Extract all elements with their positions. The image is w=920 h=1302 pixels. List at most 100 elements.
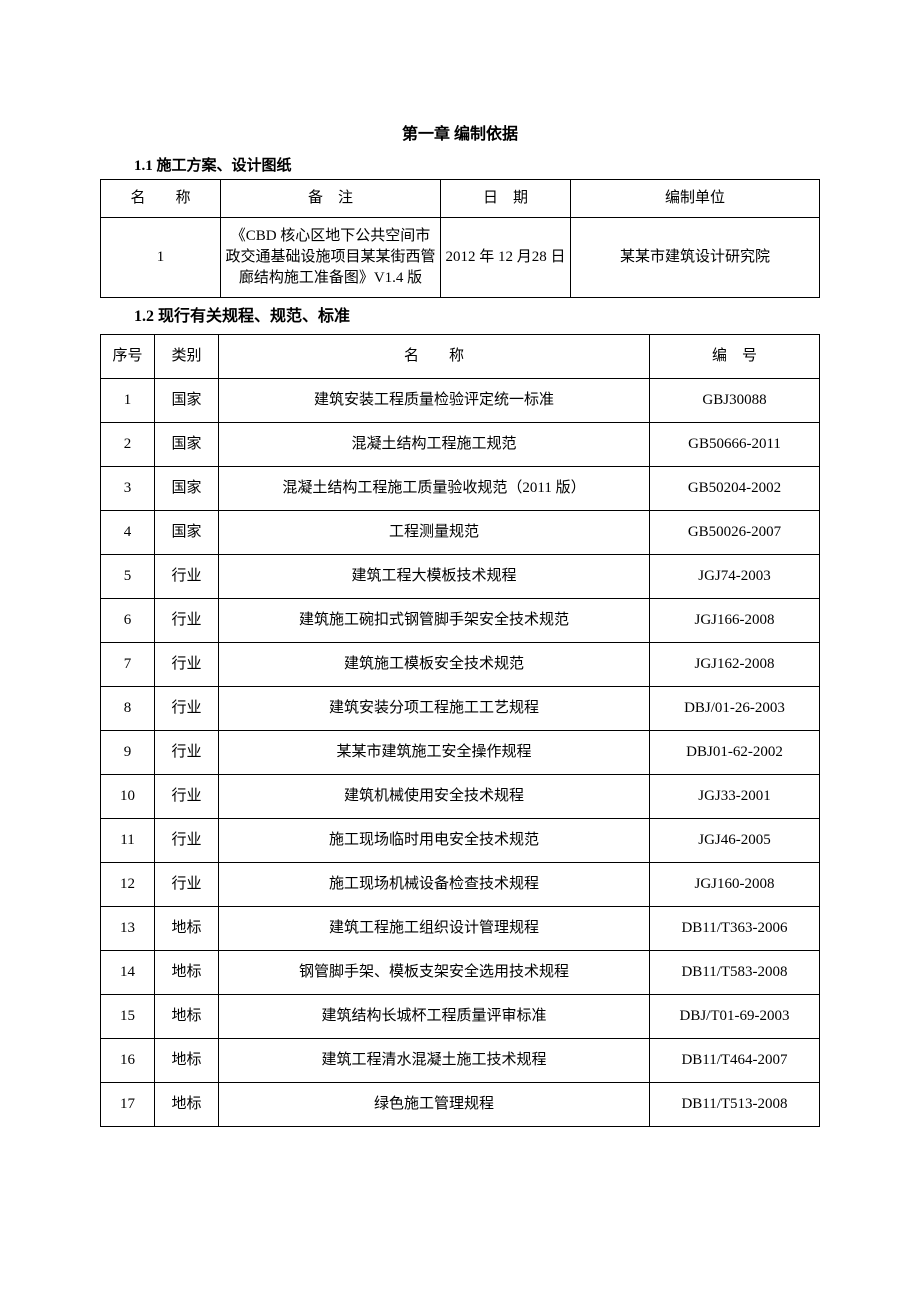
cell-name: 建筑安装分项工程施工工艺规程: [219, 687, 650, 731]
cell-name: 建筑施工碗扣式钢管脚手架安全技术规范: [219, 599, 650, 643]
table-design-drawings: 名 称 备 注 日 期 编制单位 1 《CBD 核心区地下公共空间市政交通基础设…: [100, 179, 820, 298]
chapter-title: 第一章 编制依据: [100, 120, 820, 144]
section-1-2-heading: 1.2 现行有关规程、规范、标准: [134, 302, 820, 326]
cell-cat: 地标: [155, 907, 219, 951]
cell-code: JGJ162-2008: [650, 643, 820, 687]
cell-name: 建筑安装工程质量检验评定统一标准: [219, 379, 650, 423]
cell-name: 施工现场临时用电安全技术规范: [219, 819, 650, 863]
cell-cat: 行业: [155, 687, 219, 731]
cell-date: 2012 年 12 月28 日: [441, 218, 571, 298]
cell-seq: 13: [101, 907, 155, 951]
cell-code: DBJ/01-26-2003: [650, 687, 820, 731]
section-1-1-heading: 1.1 施工方案、设计图纸: [134, 154, 820, 175]
cell-name: 某某市建筑施工安全操作规程: [219, 731, 650, 775]
cell-code: DBJ01-62-2002: [650, 731, 820, 775]
cell-name: 建筑工程清水混凝土施工技术规程: [219, 1039, 650, 1083]
cell-name: 建筑机械使用安全技术规程: [219, 775, 650, 819]
cell-cat: 地标: [155, 951, 219, 995]
cell-name: 工程测量规范: [219, 511, 650, 555]
cell-name: 混凝土结构工程施工质量验收规范（2011 版）: [219, 467, 650, 511]
th-cat: 类别: [155, 335, 219, 379]
cell-seq: 2: [101, 423, 155, 467]
th-unit: 编制单位: [571, 180, 820, 218]
table-row: 1 《CBD 核心区地下公共空间市政交通基础设施项目某某街西管廊结构施工准备图》…: [101, 218, 820, 298]
table-row: 17地标绿色施工管理规程DB11/T513-2008: [101, 1083, 820, 1127]
cell-code: JGJ33-2001: [650, 775, 820, 819]
table-row: 7行业建筑施工模板安全技术规范JGJ162-2008: [101, 643, 820, 687]
th-date: 日 期: [441, 180, 571, 218]
cell-code: DB11/T363-2006: [650, 907, 820, 951]
cell-seq: 9: [101, 731, 155, 775]
cell-remark: 《CBD 核心区地下公共空间市政交通基础设施项目某某街西管廊结构施工准备图》V1…: [221, 218, 441, 298]
cell-seq: 8: [101, 687, 155, 731]
cell-seq: 5: [101, 555, 155, 599]
cell-cat: 国家: [155, 467, 219, 511]
cell-seq: 16: [101, 1039, 155, 1083]
cell-code: DB11/T583-2008: [650, 951, 820, 995]
table-row: 8行业建筑安装分项工程施工工艺规程DBJ/01-26-2003: [101, 687, 820, 731]
cell-cat: 地标: [155, 995, 219, 1039]
cell-code: DB11/T464-2007: [650, 1039, 820, 1083]
table-row: 4国家工程测量规范GB50026-2007: [101, 511, 820, 555]
table-header-row: 名 称 备 注 日 期 编制单位: [101, 180, 820, 218]
cell-code: DBJ/T01-69-2003: [650, 995, 820, 1039]
table-row: 5行业建筑工程大模板技术规程JGJ74-2003: [101, 555, 820, 599]
cell-cat: 行业: [155, 775, 219, 819]
cell-cat: 行业: [155, 819, 219, 863]
table-standards: 序号 类别 名 称 编 号 1国家建筑安装工程质量检验评定统一标准GBJ3008…: [100, 334, 820, 1127]
cell-code: GB50204-2002: [650, 467, 820, 511]
cell-code: JGJ166-2008: [650, 599, 820, 643]
cell-name: 建筑工程大模板技术规程: [219, 555, 650, 599]
cell-seq: 15: [101, 995, 155, 1039]
cell-cat: 国家: [155, 423, 219, 467]
cell-seq: 1: [101, 379, 155, 423]
cell-code: DB11/T513-2008: [650, 1083, 820, 1127]
cell-name: 1: [101, 218, 221, 298]
cell-cat: 行业: [155, 599, 219, 643]
table-row: 13地标建筑工程施工组织设计管理规程DB11/T363-2006: [101, 907, 820, 951]
table-row: 14地标钢管脚手架、模板支架安全选用技术规程DB11/T583-2008: [101, 951, 820, 995]
th-seq: 序号: [101, 335, 155, 379]
table-header-row: 序号 类别 名 称 编 号: [101, 335, 820, 379]
th-name: 名 称: [219, 335, 650, 379]
cell-cat: 行业: [155, 555, 219, 599]
cell-code: JGJ160-2008: [650, 863, 820, 907]
cell-name: 建筑结构长城杯工程质量评审标准: [219, 995, 650, 1039]
cell-cat: 地标: [155, 1083, 219, 1127]
cell-code: GB50026-2007: [650, 511, 820, 555]
cell-cat: 地标: [155, 1039, 219, 1083]
cell-seq: 4: [101, 511, 155, 555]
table-row: 3国家混凝土结构工程施工质量验收规范（2011 版）GB50204-2002: [101, 467, 820, 511]
cell-seq: 3: [101, 467, 155, 511]
cell-seq: 10: [101, 775, 155, 819]
table-row: 6行业建筑施工碗扣式钢管脚手架安全技术规范JGJ166-2008: [101, 599, 820, 643]
cell-cat: 国家: [155, 511, 219, 555]
cell-name: 施工现场机械设备检查技术规程: [219, 863, 650, 907]
th-code: 编 号: [650, 335, 820, 379]
table-row: 12行业施工现场机械设备检查技术规程JGJ160-2008: [101, 863, 820, 907]
table-row: 1国家建筑安装工程质量检验评定统一标准GBJ30088: [101, 379, 820, 423]
cell-code: GB50666-2011: [650, 423, 820, 467]
cell-name: 建筑工程施工组织设计管理规程: [219, 907, 650, 951]
cell-name: 建筑施工模板安全技术规范: [219, 643, 650, 687]
table-row: 9行业某某市建筑施工安全操作规程DBJ01-62-2002: [101, 731, 820, 775]
cell-cat: 行业: [155, 643, 219, 687]
th-name: 名 称: [101, 180, 221, 218]
cell-name: 钢管脚手架、模板支架安全选用技术规程: [219, 951, 650, 995]
cell-seq: 11: [101, 819, 155, 863]
cell-seq: 7: [101, 643, 155, 687]
table-row: 2国家混凝土结构工程施工规范GB50666-2011: [101, 423, 820, 467]
cell-code: JGJ74-2003: [650, 555, 820, 599]
cell-unit: 某某市建筑设计研究院: [571, 218, 820, 298]
table-row: 10行业建筑机械使用安全技术规程JGJ33-2001: [101, 775, 820, 819]
cell-cat: 国家: [155, 379, 219, 423]
cell-seq: 17: [101, 1083, 155, 1127]
cell-code: JGJ46-2005: [650, 819, 820, 863]
cell-name: 绿色施工管理规程: [219, 1083, 650, 1127]
cell-cat: 行业: [155, 731, 219, 775]
cell-cat: 行业: [155, 863, 219, 907]
table-row: 15地标建筑结构长城杯工程质量评审标准DBJ/T01-69-2003: [101, 995, 820, 1039]
th-remark: 备 注: [221, 180, 441, 218]
cell-code: GBJ30088: [650, 379, 820, 423]
cell-seq: 6: [101, 599, 155, 643]
